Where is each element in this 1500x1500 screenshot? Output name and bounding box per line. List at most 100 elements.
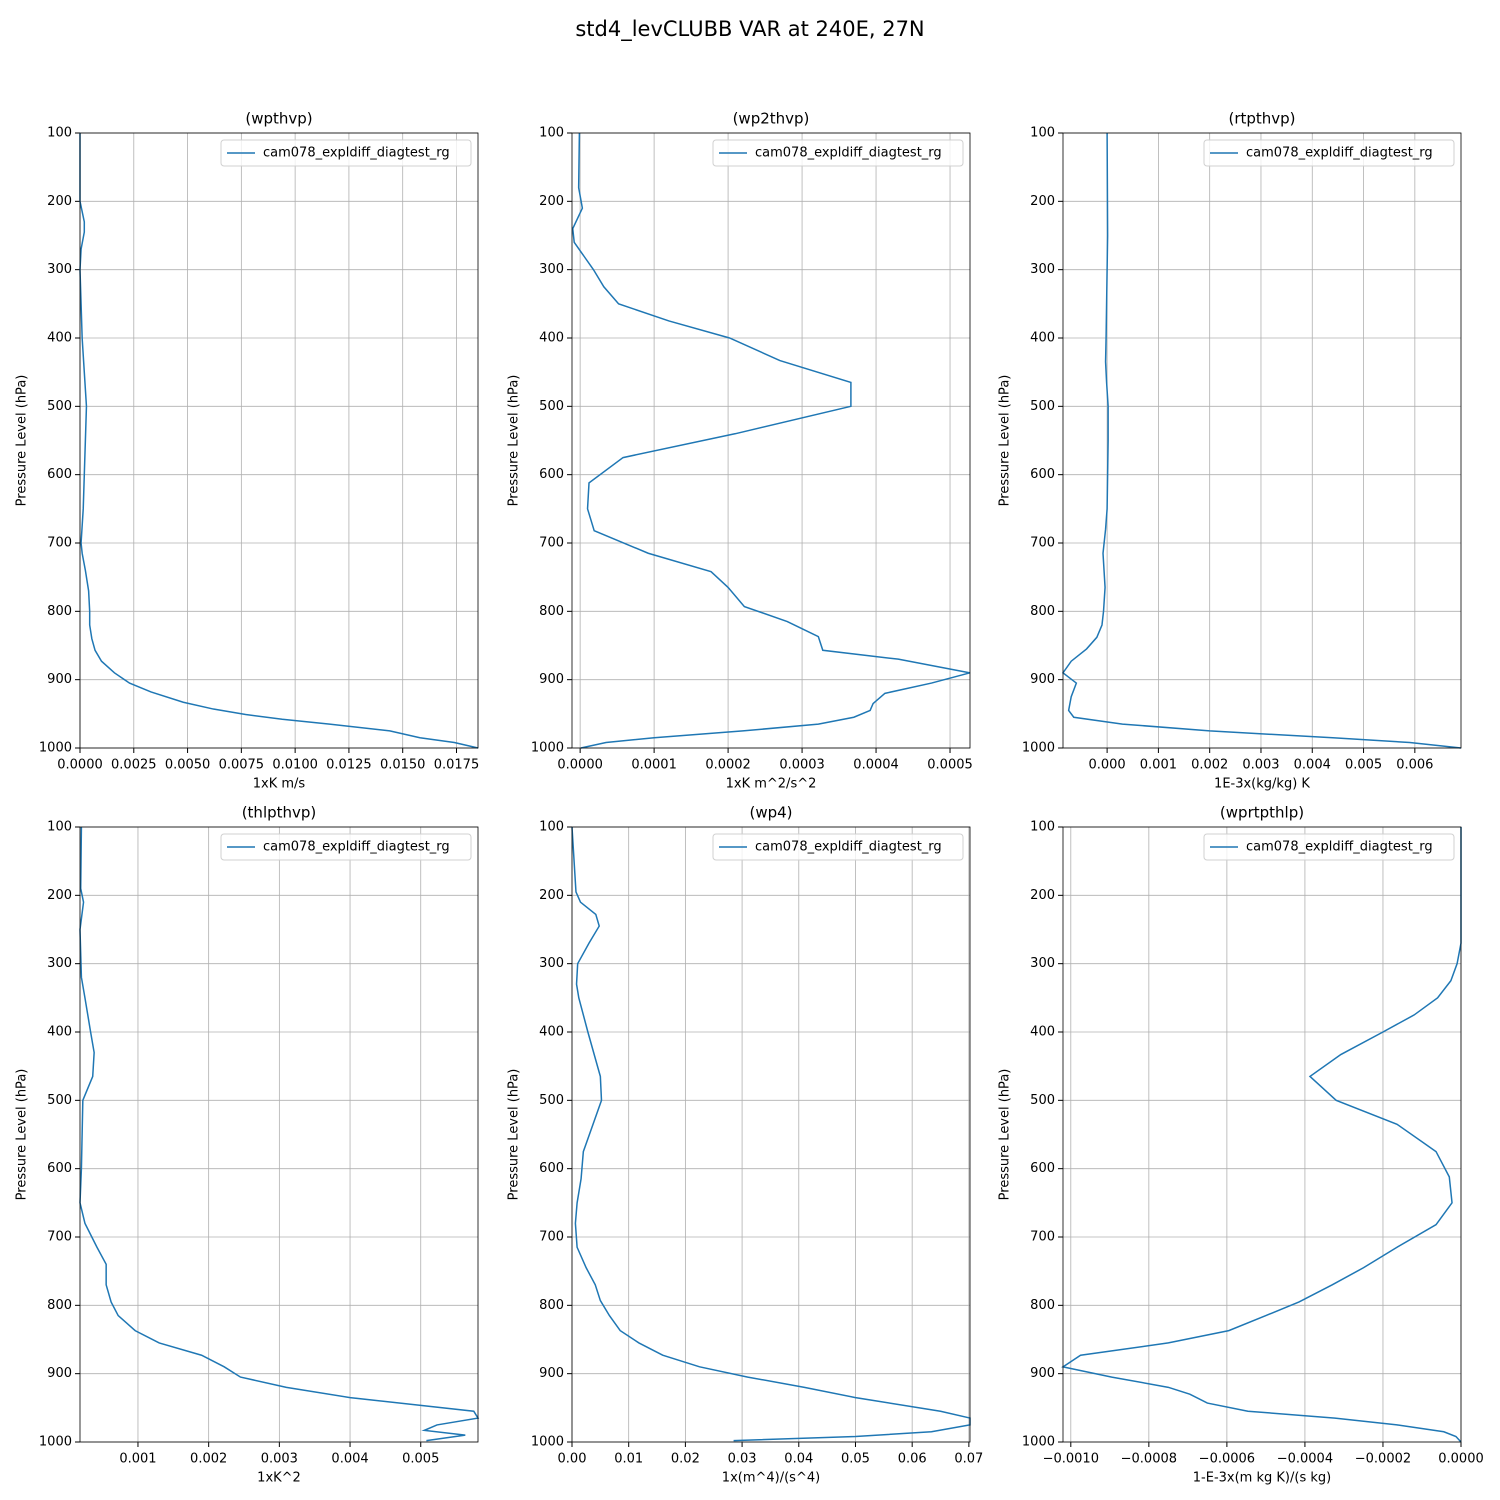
x-tick-label: 0.0125 (326, 758, 372, 773)
y-tick-label: 500 (539, 1093, 564, 1108)
y-tick-label: 600 (539, 1161, 564, 1176)
y-tick-label: 800 (47, 604, 72, 619)
y-tick-label: 400 (47, 1025, 72, 1040)
legend-label: cam078_expldiff_diagtest_rg (1246, 840, 1433, 855)
legend-label: cam078_expldiff_diagtest_rg (1246, 146, 1433, 161)
data-line (79, 826, 480, 1442)
x-tick-label: 0.003 (261, 1452, 298, 1467)
y-tick-label: 300 (47, 262, 72, 277)
y-tick-label: 500 (47, 1093, 72, 1108)
x-tick-label: 0.0025 (111, 758, 157, 773)
y-tick-label: 900 (1030, 672, 1055, 687)
legend-box (220, 833, 472, 861)
x-tick-label: 0.004 (1294, 758, 1331, 773)
x-tick-label: 0.000 (1088, 758, 1125, 773)
x-tick-label: 0.0003 (779, 758, 825, 773)
x-tick-label: 0.0150 (380, 758, 426, 773)
x-tick-label: −0.0008 (1121, 1452, 1177, 1467)
x-tick-label: 0.003 (1242, 758, 1279, 773)
y-tick-label: 1000 (531, 741, 564, 756)
legend-label: cam078_expldiff_diagtest_rg (263, 146, 450, 161)
x-tick-label: 0.0050 (165, 758, 211, 773)
y-tick-label: 300 (539, 262, 564, 277)
y-tick-label: 600 (539, 467, 564, 482)
x-tick-label: 0.03 (728, 1452, 757, 1467)
y-tick-label: 1000 (39, 741, 72, 756)
x-axis-label: 1x(m^4)/(s^4) (722, 1471, 820, 1486)
y-tick-label: 800 (539, 604, 564, 619)
x-tick-label: 0.002 (190, 1452, 227, 1467)
x-tick-label: −0.0006 (1199, 1452, 1255, 1467)
plot-frame (1062, 132, 1462, 749)
legend-box (1203, 833, 1455, 861)
y-tick-label: 700 (47, 1230, 72, 1245)
y-tick-label: 100 (1030, 820, 1055, 835)
y-tick-label: 300 (1030, 956, 1055, 971)
legend-label: cam078_expldiff_diagtest_rg (755, 840, 942, 855)
y-axis-label: Pressure Level (hPa) (507, 375, 522, 507)
subplot: 0.000 0.001 0.002 0.003 0.004 0.005 0.006 100 20… (998, 110, 1462, 792)
y-axis-label: Pressure Level (hPa) (15, 1069, 30, 1201)
legend-label: cam078_expldiff_diagtest_rg (755, 146, 942, 161)
y-tick-label: 200 (1030, 194, 1055, 209)
y-tick-label: 600 (47, 1161, 72, 1176)
x-tick-label: 0.02 (671, 1452, 700, 1467)
y-tick-label: 800 (539, 1298, 564, 1313)
y-tick-label: 400 (47, 331, 72, 346)
subplot-title: (thlpthvp) (242, 804, 317, 822)
legend-box (220, 139, 472, 167)
y-tick-label: 400 (1030, 1025, 1055, 1040)
x-tick-label: 0.005 (1345, 758, 1382, 773)
data-line (1061, 132, 1462, 749)
x-tick-label: −0.0004 (1277, 1452, 1333, 1467)
x-tick-label: 0.0000 (1438, 1452, 1484, 1467)
y-tick-label: 900 (539, 672, 564, 687)
plot-frame (571, 826, 971, 1443)
y-tick-label: 300 (1030, 262, 1055, 277)
plot-frame (1062, 826, 1462, 1443)
subplot-title: (wprtpthlp) (1220, 804, 1304, 822)
subplot: 0.0000 0.0001 0.0002 0.0003 0.0004 0.0005 100 2… (507, 110, 973, 792)
y-tick-label: 500 (539, 399, 564, 414)
x-tick-label: −0.0002 (1355, 1452, 1411, 1467)
legend-box (712, 833, 964, 861)
y-tick-label: 800 (1030, 1298, 1055, 1313)
y-tick-label: 600 (1030, 1161, 1055, 1176)
subplot-title: (wp2thvp) (733, 110, 810, 128)
x-tick-label: 0.07 (954, 1452, 983, 1467)
y-tick-label: 200 (539, 888, 564, 903)
y-tick-label: 700 (1030, 536, 1055, 551)
x-tick-label: 0.06 (898, 1452, 927, 1467)
x-tick-label: 0.0004 (853, 758, 899, 773)
x-tick-label: 0.01 (614, 1452, 643, 1467)
y-tick-label: 500 (47, 399, 72, 414)
plot-frame (571, 132, 971, 749)
x-tick-label: 0.0075 (219, 758, 265, 773)
y-tick-label: 700 (47, 536, 72, 551)
subplot: 0.001 0.002 0.003 0.004 0.005 100 200 300 400 500… (15, 804, 480, 1486)
legend-box (1203, 139, 1455, 167)
x-tick-label: 0.004 (331, 1452, 368, 1467)
y-tick-label: 700 (1030, 1230, 1055, 1245)
subplot-title: (wp4) (749, 804, 792, 822)
x-axis-label: 1-E-3x(m kg K)/(s kg) (1193, 1471, 1331, 1486)
plot-frame (79, 132, 479, 749)
subplot-title: (wpthvp) (245, 110, 312, 128)
data-line (79, 133, 479, 749)
y-tick-label: 100 (539, 126, 564, 141)
y-tick-label: 500 (1030, 1093, 1055, 1108)
y-tick-label: 1000 (39, 1435, 72, 1450)
subplot: −0.0010 −0.0008 −0.0006 −0.0004 −0.0002 0.000… (998, 804, 1484, 1486)
y-tick-label: 200 (47, 888, 72, 903)
x-axis-label: 1xK m^2/s^2 (726, 777, 817, 792)
x-axis-label: 1E-3x(kg/kg) K (1214, 777, 1310, 792)
y-tick-label: 100 (47, 126, 72, 141)
y-tick-label: 200 (1030, 888, 1055, 903)
y-tick-label: 400 (1030, 331, 1055, 346)
y-tick-label: 1000 (1022, 1435, 1055, 1450)
y-axis-label: Pressure Level (hPa) (507, 1069, 522, 1201)
subplot-title: (rtpthvp) (1228, 110, 1295, 128)
data-line (571, 826, 971, 1442)
y-tick-label: 100 (1030, 126, 1055, 141)
legend-label: cam078_expldiff_diagtest_rg (263, 840, 450, 855)
